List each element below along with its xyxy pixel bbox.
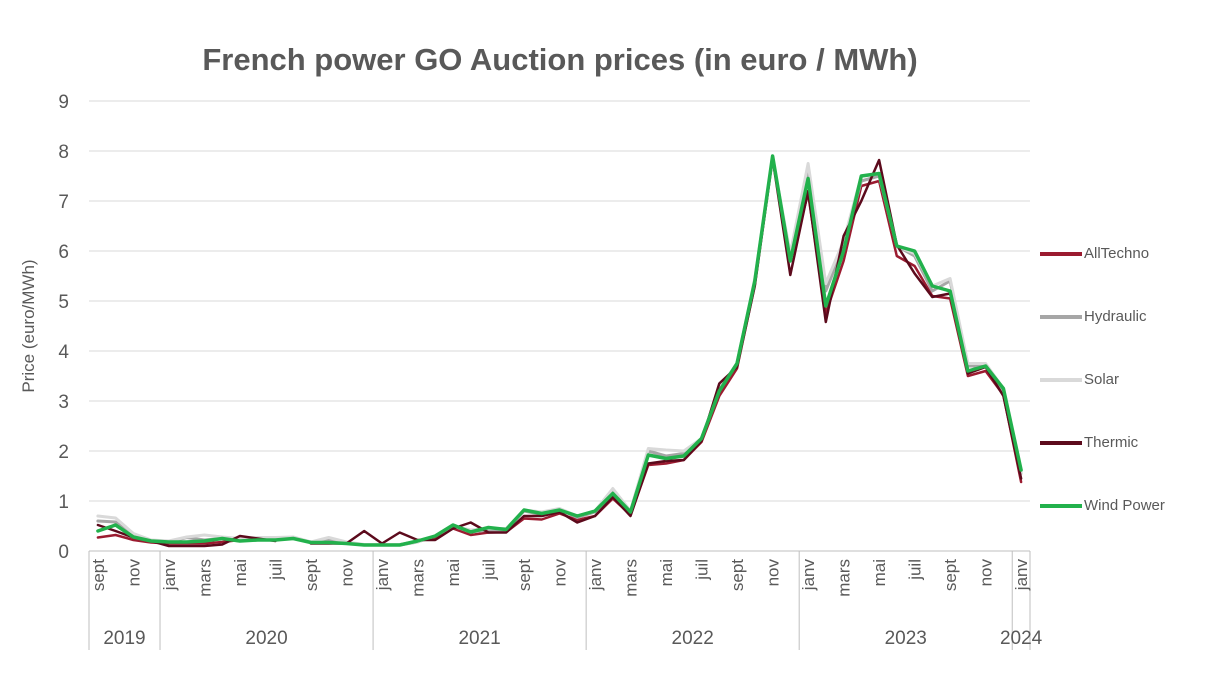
- x-tick-label: janv: [1012, 559, 1031, 592]
- legend-swatch: [1040, 314, 1082, 319]
- year-label: 2019: [103, 628, 145, 649]
- legend-swatch: [1040, 377, 1082, 382]
- chart-title: French power GO Auction prices (in euro …: [202, 42, 918, 77]
- series-line-thermic: [96, 157, 1023, 548]
- x-tick-label: nov: [337, 559, 356, 587]
- x-tick-label: mai: [444, 559, 463, 586]
- x-tick-label: nov: [124, 559, 143, 587]
- x-tick-label: sept: [89, 559, 108, 591]
- legend-label: Thermic: [1084, 434, 1139, 451]
- series-line-wind-power: [96, 154, 1023, 547]
- x-tick-label: sept: [941, 559, 960, 591]
- legend: AllTechno Hydraulic Solar Thermic Wind Power: [1040, 222, 1210, 537]
- x-tick-label: mai: [231, 559, 250, 586]
- x-tick-label: sept: [302, 559, 321, 591]
- x-tick-label: janv: [373, 559, 392, 592]
- y-tick-label: 2: [58, 442, 69, 463]
- x-tick-label: juil: [266, 559, 285, 581]
- year-label: 2023: [885, 628, 927, 649]
- x-tick-label: janv: [586, 559, 605, 592]
- x-tick-label: mars: [195, 559, 214, 597]
- series-lines: [96, 154, 1023, 548]
- axes: [88, 550, 1031, 650]
- y-tick-label: 6: [58, 242, 69, 263]
- x-tick-label: janv: [799, 559, 818, 592]
- y-tick-label: 8: [58, 142, 69, 163]
- legend-item: AllTechno: [1040, 222, 1210, 285]
- series-line-hydraulic: [96, 157, 1023, 547]
- y-tick-label: 0: [58, 542, 69, 563]
- y-tick-label: 3: [58, 392, 69, 413]
- x-tick-label: nov: [764, 559, 783, 587]
- legend-swatch: [1040, 251, 1082, 256]
- x-tick-label: mai: [657, 559, 676, 586]
- year-label: 2021: [458, 628, 500, 649]
- x-tick-label: janv: [160, 559, 179, 592]
- x-tick-label: nov: [551, 559, 570, 587]
- x-tick-label: sept: [728, 559, 747, 591]
- legend-item: Hydraulic: [1040, 285, 1210, 348]
- legend-item: Thermic: [1040, 411, 1210, 474]
- x-tick-label: mars: [622, 559, 641, 597]
- y-tick-label: 9: [58, 92, 69, 113]
- y-tick-label: 7: [58, 192, 69, 213]
- legend-swatch: [1040, 503, 1082, 508]
- gridlines: [89, 100, 1030, 502]
- y-axis-title: Price (euro/MWh): [19, 259, 38, 392]
- y-tick-label: 4: [58, 342, 69, 363]
- legend-label: Wind Power: [1084, 497, 1165, 514]
- x-tick-label: sept: [515, 559, 534, 591]
- x-tick-label: juil: [479, 559, 498, 581]
- x-tick-label: juil: [906, 559, 925, 581]
- legend-item: Wind Power: [1040, 474, 1210, 537]
- year-label: 2022: [672, 628, 714, 649]
- x-tick-label: mars: [835, 559, 854, 597]
- legend-item: Solar: [1040, 348, 1210, 411]
- x-tick-label: mai: [870, 559, 889, 586]
- x-tick-label: juil: [693, 559, 712, 581]
- legend-label: AllTechno: [1084, 245, 1150, 262]
- year-label: 2024: [1000, 628, 1043, 649]
- year-label: 2020: [245, 628, 287, 649]
- y-tick-label: 1: [58, 492, 69, 513]
- legend-label: Hydraulic: [1084, 308, 1147, 325]
- x-tick-label: nov: [977, 559, 996, 587]
- legend-swatch: [1040, 440, 1082, 445]
- legend-label: Solar: [1084, 371, 1120, 388]
- y-tick-label: 5: [58, 292, 69, 313]
- x-tick-label: mars: [408, 559, 427, 597]
